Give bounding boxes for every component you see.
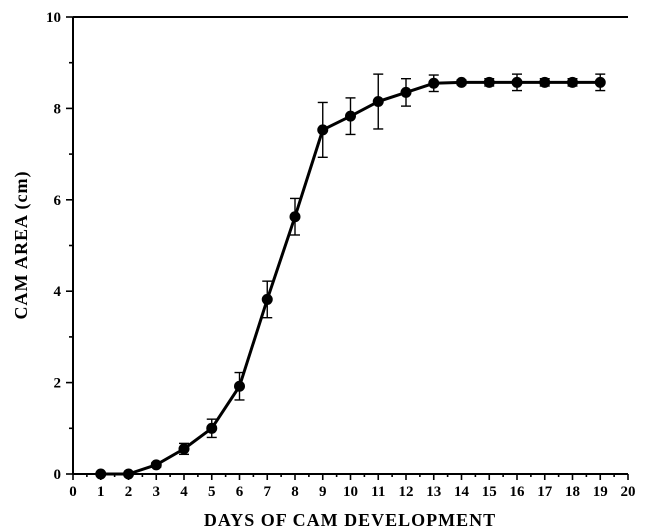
x-tick-label: 2 bbox=[125, 484, 133, 500]
y-tick-label: 0 bbox=[54, 467, 62, 483]
x-tick-label: 10 bbox=[343, 484, 358, 500]
y-tick-label: 2 bbox=[54, 376, 62, 392]
x-tick-label: 9 bbox=[319, 484, 327, 500]
data-point bbox=[289, 211, 301, 223]
data-point bbox=[206, 422, 218, 434]
y-tick-label: 8 bbox=[54, 101, 62, 117]
data-point bbox=[483, 76, 495, 88]
x-tick-label: 11 bbox=[371, 484, 385, 500]
x-tick-label: 18 bbox=[565, 484, 580, 500]
x-tick-label: 19 bbox=[593, 484, 608, 500]
data-point bbox=[261, 293, 273, 305]
x-tick-label: 7 bbox=[264, 484, 272, 500]
y-tick-label: 4 bbox=[54, 284, 62, 300]
data-point bbox=[428, 77, 440, 89]
data-point bbox=[372, 96, 384, 108]
x-tick-label: 13 bbox=[426, 484, 441, 500]
plot-area bbox=[95, 73, 606, 480]
data-point bbox=[345, 110, 356, 122]
x-tick-label: 4 bbox=[180, 484, 188, 500]
y-tick-label: 6 bbox=[54, 193, 62, 209]
x-tick-label: 15 bbox=[482, 484, 497, 500]
data-point bbox=[178, 443, 190, 455]
series-line bbox=[100, 80, 601, 476]
x-tick-label: 1 bbox=[97, 484, 105, 500]
y-axis-ticks: 0 2 4 6 8 10 bbox=[46, 10, 73, 483]
x-tick-label: 20 bbox=[621, 484, 636, 500]
data-point bbox=[539, 76, 551, 88]
x-tick-label: 5 bbox=[208, 484, 216, 500]
data-point bbox=[594, 76, 606, 88]
data-point bbox=[95, 468, 107, 480]
data-point bbox=[317, 124, 329, 136]
x-tick-label: 0 bbox=[69, 484, 77, 500]
x-tick-label: 6 bbox=[236, 484, 244, 500]
x-tick-label: 16 bbox=[510, 484, 526, 500]
x-tick-label: 14 bbox=[454, 484, 470, 500]
x-tick-label: 17 bbox=[537, 484, 553, 500]
x-tick-label: 3 bbox=[153, 484, 161, 500]
data-point bbox=[123, 468, 134, 480]
x-tick-label: 8 bbox=[291, 484, 299, 500]
data-point bbox=[456, 76, 467, 88]
y-axis-title: CAM AREA (cm) bbox=[11, 171, 32, 320]
data-point bbox=[150, 459, 162, 471]
data-point bbox=[234, 380, 245, 392]
x-tick-label: 12 bbox=[399, 484, 414, 500]
data-point bbox=[511, 76, 523, 88]
x-axis-title: DAYS OF CAM DEVELOPMENT bbox=[204, 510, 496, 530]
y-tick-label: 10 bbox=[46, 10, 61, 26]
x-axis-ticks: 0 1 2 3 4 5 6 7 8 9 10 11 12 13 14 15 16 17 18 19 20 bbox=[69, 474, 636, 500]
data-point bbox=[400, 86, 412, 98]
data-point bbox=[567, 76, 578, 88]
